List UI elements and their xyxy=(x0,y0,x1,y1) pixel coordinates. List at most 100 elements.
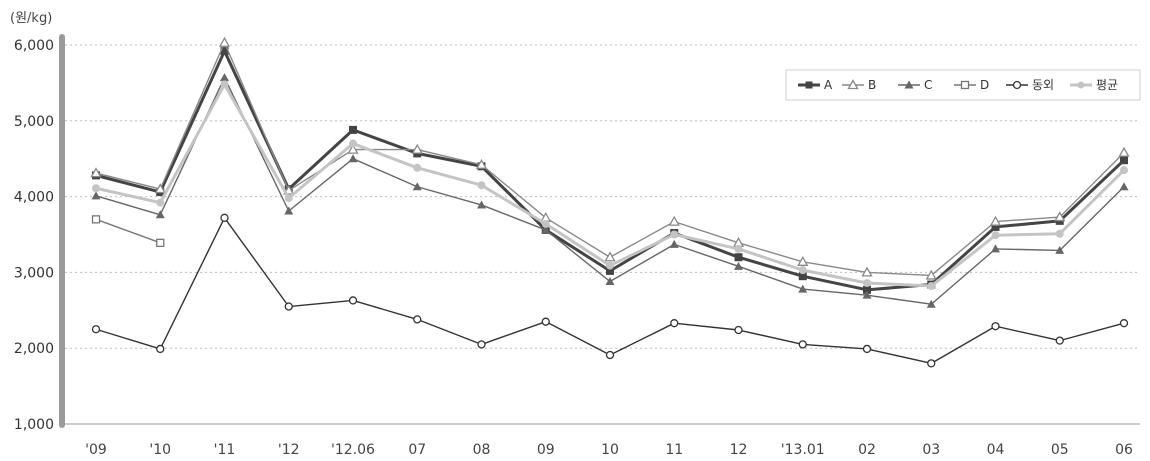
legend-item: C xyxy=(898,78,932,92)
x-tick-label: '13.01 xyxy=(781,442,825,458)
data-point xyxy=(348,296,358,305)
data-point xyxy=(347,143,359,154)
legend-item: B xyxy=(842,78,876,92)
data-point xyxy=(349,125,357,134)
data-point xyxy=(798,340,807,349)
data-point xyxy=(989,215,1002,226)
y-tick-label: 5,000 xyxy=(14,114,54,130)
data-point xyxy=(798,272,807,281)
x-tick-label: '09 xyxy=(85,442,107,458)
data-point xyxy=(668,215,680,226)
data-point xyxy=(797,255,809,266)
gridlines xyxy=(65,44,1140,425)
x-tick-label: 05 xyxy=(1051,442,1069,458)
data-point xyxy=(606,266,614,275)
data-point xyxy=(862,344,872,354)
data-point xyxy=(1119,319,1129,328)
data-point xyxy=(541,219,550,228)
data-point xyxy=(862,290,872,299)
x-tick-label: 03 xyxy=(922,442,940,458)
data-point xyxy=(220,80,229,89)
data-point xyxy=(1120,166,1128,175)
x-tick-label: '11 xyxy=(214,442,236,458)
data-point xyxy=(218,36,231,47)
series-C xyxy=(91,73,1129,308)
x-tick-label: '12.06 xyxy=(331,442,375,458)
series-line xyxy=(95,217,1125,365)
x-tick-label: '12 xyxy=(278,442,300,458)
data-point xyxy=(91,215,101,224)
x-axis-ticks: '09 '10 '11 '12 '12.06 07 08 09 10 11 12 '13.01 02 03… xyxy=(85,442,1133,458)
data-point xyxy=(991,322,1000,331)
data-point xyxy=(604,251,616,262)
series-D xyxy=(91,215,165,247)
x-tick-label: 07 xyxy=(408,442,426,458)
data-point xyxy=(1077,81,1085,89)
legend: A B C D 동외 평균 xyxy=(785,69,1141,101)
data-point xyxy=(734,244,743,253)
data-point xyxy=(960,80,970,90)
data-point xyxy=(734,261,743,270)
data-point xyxy=(991,231,1000,240)
data-point xyxy=(734,253,743,262)
data-point xyxy=(1055,229,1064,238)
series-B xyxy=(90,36,1130,280)
data-point xyxy=(413,315,422,324)
data-point xyxy=(477,181,486,190)
data-point xyxy=(90,167,102,178)
x-tick-label: 12 xyxy=(730,442,748,458)
data-point xyxy=(91,325,101,334)
data-point xyxy=(805,81,813,89)
data-point xyxy=(991,244,1000,253)
data-point xyxy=(156,344,165,354)
data-point xyxy=(156,198,165,207)
x-tick-label: 08 xyxy=(473,442,491,458)
data-point xyxy=(92,184,100,193)
y-axis-bar xyxy=(59,34,65,428)
data-point xyxy=(925,269,937,280)
data-point xyxy=(91,191,101,200)
y-tick-label: 3,000 xyxy=(14,265,54,281)
legend-label: B xyxy=(868,78,876,92)
data-point xyxy=(220,73,229,82)
data-point xyxy=(1055,245,1065,254)
data-point xyxy=(798,284,808,293)
data-point xyxy=(477,200,486,209)
data-point xyxy=(348,154,358,163)
data-point xyxy=(541,317,550,326)
data-point xyxy=(155,210,165,219)
data-series xyxy=(90,36,1130,368)
data-point xyxy=(927,282,936,291)
x-tick-label: 02 xyxy=(858,442,876,458)
legend-item: 평균 xyxy=(1070,78,1118,92)
data-point xyxy=(861,266,873,277)
data-point xyxy=(220,47,229,56)
legend-label: D xyxy=(980,78,989,92)
data-point xyxy=(477,340,486,349)
data-point xyxy=(904,80,914,89)
data-point xyxy=(669,239,679,248)
data-point xyxy=(605,276,615,285)
y-unit-label: (원/kg) xyxy=(10,11,52,26)
x-tick-label: 06 xyxy=(1115,442,1133,458)
data-point xyxy=(734,325,743,335)
data-point xyxy=(1054,211,1066,222)
data-point xyxy=(154,183,166,194)
data-point xyxy=(926,299,936,308)
data-point xyxy=(1012,80,1022,90)
data-point xyxy=(413,163,422,172)
data-point xyxy=(220,213,229,222)
data-point xyxy=(284,206,294,215)
legend-item: D xyxy=(954,78,989,92)
legend-label: C xyxy=(924,78,932,92)
data-point xyxy=(541,225,551,234)
data-point xyxy=(156,238,165,247)
legend-label: 평균 xyxy=(1096,78,1118,92)
x-tick-label: 09 xyxy=(537,442,555,458)
data-point xyxy=(863,279,871,288)
series-line xyxy=(95,218,161,244)
data-point xyxy=(411,143,423,154)
data-point xyxy=(670,319,679,328)
y-tick-label: 6,000 xyxy=(14,38,54,54)
legend-label: A xyxy=(824,78,833,92)
